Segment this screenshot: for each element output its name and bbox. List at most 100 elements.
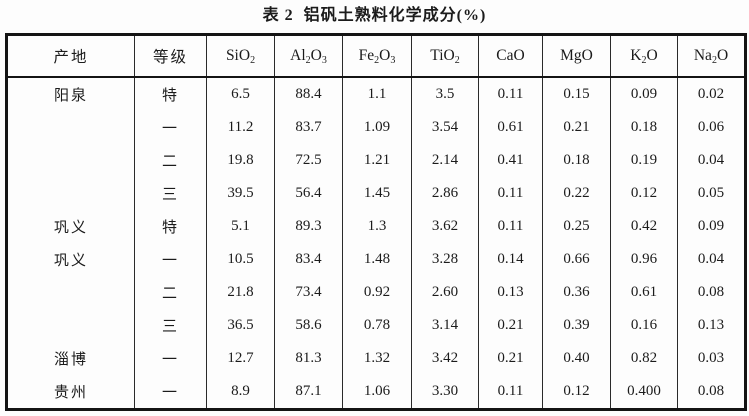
grade-cell: 特 [134, 210, 207, 243]
value-cell-MgO: 0.40 [542, 342, 611, 375]
value-cell-MgO: 0.25 [542, 210, 611, 243]
table-row: 三 39.5 56.4 1.45 2.86 0.11 0.22 0.12 0.05 [6, 177, 746, 210]
value-cell-TiO2: 2.86 [411, 177, 479, 210]
value-cell-MgO: 0.36 [542, 276, 611, 309]
value-cell-SiO2: 19.8 [206, 144, 275, 177]
value-cell-K2O: 0.19 [610, 144, 678, 177]
value-cell-Na2O: 0.04 [677, 144, 746, 177]
composition-table: 产地 等级 SiO2 Al2O3 Fe2O3 TiO2 CaO MgO K2O Na2O 阳泉特 6… [5, 33, 747, 411]
column-header-Al2O3: Al2O3 [274, 34, 343, 78]
value-cell-TiO2: 3.28 [411, 243, 479, 276]
column-header-Na2O: Na2O [677, 34, 746, 78]
column-header-SiO2: SiO2 [206, 34, 275, 78]
value-cell-TiO2: 2.14 [411, 144, 479, 177]
column-header-Fe2O3: Fe2O3 [342, 34, 412, 78]
value-cell-Al2O3: 87.1 [274, 375, 343, 410]
value-cell-Na2O: 0.03 [677, 342, 746, 375]
value-cell-CaO: 0.21 [478, 342, 543, 375]
value-cell-MgO: 0.12 [542, 375, 611, 410]
value-cell-SiO2: 21.8 [206, 276, 275, 309]
value-cell-Fe2O3: 1.1 [342, 77, 412, 111]
value-cell-Fe2O3: 0.92 [342, 276, 412, 309]
value-cell-Al2O3: 83.4 [274, 243, 343, 276]
value-cell-Na2O: 0.08 [677, 375, 746, 410]
value-cell-Fe2O3: 1.48 [342, 243, 412, 276]
value-cell-SiO2: 11.2 [206, 111, 275, 144]
value-cell-Fe2O3: 1.09 [342, 111, 412, 144]
grade-cell: 一 [134, 243, 207, 276]
value-cell-Na2O: 0.09 [677, 210, 746, 243]
value-cell-CaO: 0.61 [478, 111, 543, 144]
value-cell-K2O: 0.82 [610, 342, 678, 375]
value-cell-Fe2O3: 0.78 [342, 309, 412, 342]
table-row: 巩义特 5.1 89.3 1.3 3.62 0.11 0.25 0.42 0.09 [6, 210, 746, 243]
header-row: 产地 等级 SiO2 Al2O3 Fe2O3 TiO2 CaO MgO K2O Na2O [6, 34, 746, 78]
value-cell-K2O: 0.61 [610, 276, 678, 309]
value-cell-SiO2: 39.5 [206, 177, 275, 210]
value-cell-SiO2: 8.9 [206, 375, 275, 410]
value-cell-MgO: 0.66 [542, 243, 611, 276]
grade-cell: 三 [134, 309, 207, 342]
value-cell-Al2O3: 83.7 [274, 111, 343, 144]
value-cell-TiO2: 3.30 [411, 375, 479, 410]
origin-cell: 淄博 [6, 342, 135, 375]
value-cell-CaO: 0.13 [478, 276, 543, 309]
value-cell-Na2O: 0.08 [677, 276, 746, 309]
origin-cell [6, 144, 135, 177]
value-cell-Fe2O3: 1.3 [342, 210, 412, 243]
grade-cell: 二 [134, 276, 207, 309]
grade-cell: 二 [134, 144, 207, 177]
origin-cell: 阳泉 [6, 77, 135, 111]
value-cell-Al2O3: 81.3 [274, 342, 343, 375]
table-row: 二 21.8 73.4 0.92 2.60 0.13 0.36 0.61 0.08 [6, 276, 746, 309]
value-cell-CaO: 0.41 [478, 144, 543, 177]
value-cell-Na2O: 0.13 [677, 309, 746, 342]
value-cell-CaO: 0.11 [478, 375, 543, 410]
column-header-TiO2: TiO2 [411, 34, 479, 78]
value-cell-CaO: 0.11 [478, 210, 543, 243]
value-cell-K2O: 0.42 [610, 210, 678, 243]
value-cell-Al2O3: 72.5 [274, 144, 343, 177]
value-cell-Fe2O3: 1.45 [342, 177, 412, 210]
table-body: 阳泉特 6.5 88.4 1.1 3.5 0.11 0.15 0.09 0.02 一 11.2 83.… [6, 77, 746, 410]
value-cell-Na2O: 0.04 [677, 243, 746, 276]
value-cell-K2O: 0.16 [610, 309, 678, 342]
value-cell-Al2O3: 89.3 [274, 210, 343, 243]
value-cell-MgO: 0.22 [542, 177, 611, 210]
column-header-K2O: K2O [610, 34, 678, 78]
value-cell-MgO: 0.15 [542, 77, 611, 111]
value-cell-MgO: 0.21 [542, 111, 611, 144]
origin-cell [6, 309, 135, 342]
value-cell-SiO2: 12.7 [206, 342, 275, 375]
grade-cell: 特 [134, 77, 207, 111]
value-cell-CaO: 0.14 [478, 243, 543, 276]
value-cell-MgO: 0.18 [542, 144, 611, 177]
value-cell-TiO2: 3.62 [411, 210, 479, 243]
value-cell-Al2O3: 88.4 [274, 77, 343, 111]
value-cell-K2O: 0.09 [610, 77, 678, 111]
origin-cell: 巩义 [6, 210, 135, 243]
column-header-origin: 产地 [6, 34, 135, 78]
value-cell-TiO2: 3.14 [411, 309, 479, 342]
value-cell-Al2O3: 56.4 [274, 177, 343, 210]
table-row: 贵州一 8.9 87.1 1.06 3.30 0.11 0.12 0.400 0.08 [6, 375, 746, 410]
value-cell-SiO2: 10.5 [206, 243, 275, 276]
value-cell-Na2O: 0.02 [677, 77, 746, 111]
value-cell-Fe2O3: 1.32 [342, 342, 412, 375]
grade-cell: 三 [134, 177, 207, 210]
value-cell-TiO2: 3.54 [411, 111, 479, 144]
value-cell-Fe2O3: 1.06 [342, 375, 412, 410]
value-cell-K2O: 0.12 [610, 177, 678, 210]
value-cell-MgO: 0.39 [542, 309, 611, 342]
table-row: 三 36.5 58.6 0.78 3.14 0.21 0.39 0.16 0.13 [6, 309, 746, 342]
value-cell-CaO: 0.21 [478, 309, 543, 342]
value-cell-K2O: 0.400 [610, 375, 678, 410]
origin-cell: 贵州 [6, 375, 135, 410]
table-row: 一 11.2 83.7 1.09 3.54 0.61 0.21 0.18 0.06 [6, 111, 746, 144]
column-header-CaO: CaO [478, 34, 543, 78]
value-cell-Al2O3: 73.4 [274, 276, 343, 309]
value-cell-TiO2: 3.5 [411, 77, 479, 111]
value-cell-Fe2O3: 1.21 [342, 144, 412, 177]
origin-cell [6, 177, 135, 210]
